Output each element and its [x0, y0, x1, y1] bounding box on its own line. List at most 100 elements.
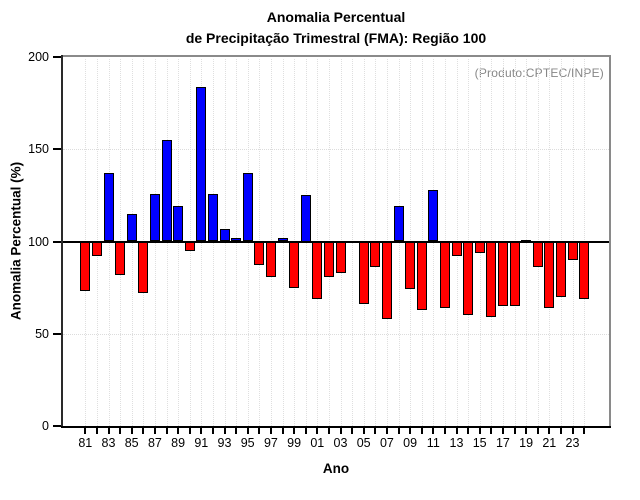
x-tick-label-1997: 97 [263, 436, 278, 450]
x-tick-2015 [478, 428, 481, 434]
x-tick-1989 [177, 428, 180, 434]
x-tick-label-1987: 87 [147, 436, 162, 450]
bar-2002 [323, 241, 334, 277]
x-tick-2021 [548, 428, 551, 434]
x-tick-2002 [327, 428, 330, 434]
x-tick-label-2019: 19 [519, 436, 534, 450]
bar-1983 [103, 173, 114, 242]
plot-border-top [61, 55, 611, 57]
chart-title-line2: de Precipitação Trimestral (FMA): Região… [185, 30, 487, 46]
x-axis-label: Ano [322, 461, 350, 476]
gridline-vertical [108, 59, 110, 426]
bar-2014 [463, 241, 474, 316]
bar-2013 [451, 241, 462, 257]
x-tick-2024 [583, 428, 586, 434]
bar-2012 [439, 241, 450, 308]
x-tick-2020 [536, 428, 539, 434]
gridline-vertical [178, 59, 180, 426]
chart-title: Anomalia Percentual de Precipitação Trim… [63, 7, 609, 49]
bar-2024 [579, 241, 590, 299]
y-tick-label-0: 0 [42, 419, 49, 433]
bar-2023 [567, 241, 578, 260]
x-tick-1986 [142, 428, 145, 434]
bar-2018 [509, 241, 520, 307]
x-tick-1995 [246, 428, 249, 434]
gridline-vertical [131, 59, 133, 426]
bar-1991 [196, 86, 207, 242]
x-tick-2004 [351, 428, 354, 434]
x-tick-2000 [304, 428, 307, 434]
gridline-vertical [526, 59, 528, 426]
bar-1982 [91, 241, 102, 257]
x-tick-2017 [501, 428, 504, 434]
gridline-vertical [433, 59, 435, 426]
plot-area: (Produto:CPTEC/INPE) [63, 57, 609, 426]
y-tick-label-200: 200 [28, 50, 49, 64]
x-tick-2012 [443, 428, 446, 434]
gridline-vertical [247, 59, 249, 426]
x-tick-1994 [235, 428, 238, 434]
x-tick-1981 [84, 428, 87, 434]
x-tick-1990 [188, 428, 191, 434]
bar-2022 [555, 241, 566, 297]
bar-2006 [370, 241, 381, 268]
gridline-vertical [305, 59, 307, 426]
x-tick-2009 [409, 428, 412, 434]
producer-annotation: (Produto:CPTEC/INPE) [474, 66, 604, 80]
y-tick-label-50: 50 [35, 326, 49, 341]
gridline-vertical [282, 59, 284, 426]
x-tick-1996 [258, 428, 261, 434]
bar-1999 [289, 241, 300, 288]
x-tick-1999 [293, 428, 296, 434]
x-tick-1992 [211, 428, 214, 434]
x-tick-label-1985: 85 [124, 436, 139, 450]
bar-1993 [219, 228, 230, 242]
bar-1994 [231, 237, 242, 242]
x-tick-1987 [153, 428, 156, 434]
x-tick-2018 [513, 428, 516, 434]
bar-2000 [300, 195, 311, 242]
x-tick-1991 [200, 428, 203, 434]
x-tick-1993 [223, 428, 226, 434]
gridline-vertical [212, 59, 214, 426]
x-tick-2010 [420, 428, 423, 434]
bar-2001 [312, 241, 323, 299]
bar-2010 [416, 241, 427, 310]
gridline-vertical [166, 59, 168, 426]
bar-1996 [254, 241, 265, 266]
y-axis-line [61, 55, 63, 428]
bar-1998 [277, 237, 288, 242]
bar-2019 [521, 239, 532, 242]
gridline-vertical [236, 59, 238, 426]
gridline-horizontal [63, 149, 609, 151]
bar-2003 [335, 241, 346, 273]
x-tick-2001 [316, 428, 319, 434]
x-tick-1984 [119, 428, 122, 434]
x-tick-label-2005: 05 [356, 436, 371, 450]
x-tick-2013 [455, 428, 458, 434]
bar-2007 [381, 241, 392, 319]
x-tick-1998 [281, 428, 284, 434]
x-tick-label-2009: 09 [403, 436, 418, 450]
chart-title-line1: Anomalia Percentual [266, 9, 406, 25]
x-tick-2007 [385, 428, 388, 434]
bar-1990 [184, 241, 195, 251]
x-tick-2008 [397, 428, 400, 434]
x-tick-1988 [165, 428, 168, 434]
bar-1981 [80, 241, 91, 292]
bar-2011 [428, 189, 439, 242]
gridline-horizontal [63, 333, 609, 335]
bar-2015 [474, 241, 485, 253]
bar-1997 [265, 241, 276, 277]
bar-2021 [544, 241, 555, 308]
x-tick-1997 [269, 428, 272, 434]
x-tick-label-2013: 13 [449, 436, 464, 450]
bar-1988 [161, 140, 172, 242]
x-tick-label-2001: 01 [310, 436, 325, 450]
x-tick-1983 [107, 428, 110, 434]
bar-2020 [532, 241, 543, 268]
x-axis-line [61, 426, 611, 428]
x-tick-label-1995: 95 [240, 436, 255, 450]
gridline-vertical [398, 59, 400, 426]
